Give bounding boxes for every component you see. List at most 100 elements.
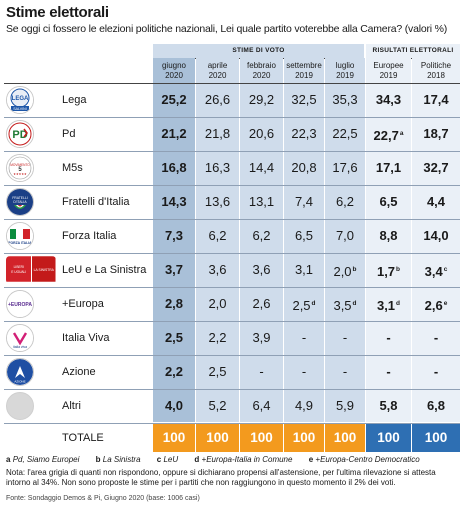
value-cell: 2,2 <box>196 330 239 346</box>
footnote-e: e +Europa-Centro Democratico <box>308 455 420 464</box>
value-text: 18,7 <box>423 126 449 141</box>
value-cell: 17,1 <box>366 160 411 176</box>
value-cell: 16,3 <box>196 160 239 176</box>
svg-text:5: 5 <box>18 167 22 173</box>
m5s-logo: MOVIMENTO 5 ★★★★★ <box>6 154 34 182</box>
value-text: 16,3 <box>204 160 231 175</box>
value-cell: 3,1d <box>366 296 411 313</box>
value-cell: 17,4 <box>412 92 460 108</box>
total-value: 100 <box>412 424 460 452</box>
value-text: 5,8 <box>379 398 398 413</box>
value-text: 25,2 <box>161 92 187 107</box>
value-cell: 6,8 <box>412 398 460 414</box>
svg-text:SALVINI: SALVINI <box>13 107 27 111</box>
value-cell: 3,4c <box>412 262 460 279</box>
column-header: febbraio 2020 <box>247 61 276 80</box>
italia-viva-logo: italia viva <box>6 324 34 352</box>
value-cell: 2,5 <box>153 330 195 346</box>
value-cell: - <box>284 330 324 346</box>
value-cell: 32,5 <box>284 92 324 108</box>
row-divider <box>4 219 460 220</box>
footnote-mark: d <box>311 300 316 307</box>
value-cell: 2,5d <box>284 296 324 313</box>
value-cell: 7,3 <box>153 228 195 244</box>
value-cell: 7,4 <box>284 194 324 210</box>
value-cell: 2,0 <box>196 296 239 312</box>
value-text: 2,5 <box>164 330 184 345</box>
column-background <box>153 58 195 422</box>
value-cell: 6,5 <box>366 194 411 210</box>
value-text: 3,6 <box>208 262 227 277</box>
group-header-risultati: RISULTATI ELETTORALI <box>366 44 460 59</box>
value-text: 21,2 <box>161 126 187 141</box>
svg-text:AZIONE: AZIONE <box>14 380 25 384</box>
page-title: Stime elettorali <box>6 4 109 21</box>
value-cell: 14,3 <box>153 194 195 210</box>
column-background <box>196 58 239 422</box>
altri-placeholder <box>6 392 34 420</box>
row-divider <box>4 117 460 118</box>
footnote-mark: d <box>396 300 401 307</box>
svg-text:LA SINISTRA: LA SINISTRA <box>34 268 55 272</box>
value-text: 22,3 <box>291 126 317 141</box>
value-text: 3,1 <box>376 298 396 313</box>
value-text: 17,4 <box>423 92 449 107</box>
value-cell: - <box>325 330 365 346</box>
value-cell: 5,8 <box>366 398 411 414</box>
row-divider <box>4 253 460 254</box>
value-text: 6,5 <box>379 194 398 209</box>
leu-logo: LIBERI E UGUALI LA SINISTRA <box>6 256 56 284</box>
footnote-mark: a <box>399 130 404 137</box>
page-subtitle: Se oggi ci fossero le elezioni politiche… <box>6 23 448 35</box>
value-text: 22,5 <box>332 126 358 141</box>
row-divider <box>4 423 460 424</box>
svg-text:★★★★★: ★★★★★ <box>13 172 27 176</box>
column-header: aprile 2020 <box>207 61 228 80</box>
footnote-b: b La Sinistra <box>95 455 141 464</box>
value-text: 7,0 <box>335 228 355 243</box>
value-cell: 35,3 <box>325 92 365 108</box>
total-value: 100 <box>196 424 239 452</box>
party-name: Pd <box>62 128 76 140</box>
value-cell: 4,4 <box>412 194 460 210</box>
value-cell: 6,4 <box>240 398 283 414</box>
value-text: 35,3 <box>332 92 358 107</box>
value-text: - <box>259 364 264 379</box>
party-name: Fratelli d'Italia <box>62 196 130 208</box>
total-value: 100 <box>325 424 365 452</box>
value-cell: 4,9 <box>284 398 324 414</box>
value-cell: 13,6 <box>196 194 239 210</box>
value-cell: 3,6 <box>240 262 283 278</box>
footnote-mark: b <box>352 266 357 273</box>
value-text: - <box>433 330 439 345</box>
lega-logo: LEGA SALVINI <box>6 86 34 114</box>
value-text: 4,4 <box>426 194 446 209</box>
value-cell: 5,9 <box>325 398 365 414</box>
party-name: Altri <box>62 400 81 412</box>
value-text: 3,9 <box>252 330 271 345</box>
value-cell: - <box>325 364 365 380</box>
column-header: settembre 2019 <box>286 61 322 80</box>
value-text: 3,5 <box>333 298 352 313</box>
value-text: 20,8 <box>291 160 317 175</box>
total-label: TOTALE <box>62 432 104 444</box>
value-text: 14,3 <box>161 194 187 209</box>
column-header: Politiche 2018 <box>420 61 452 80</box>
value-text: 4,9 <box>294 398 314 413</box>
value-text: 2,2 <box>208 330 227 345</box>
value-text: 4,0 <box>164 398 184 413</box>
total-value: 100 <box>153 424 195 452</box>
value-cell: - <box>412 364 460 380</box>
party-name: LeU e La Sinistra <box>62 264 147 276</box>
value-text: 2,5 <box>208 364 227 379</box>
value-text: 3,4 <box>424 264 443 279</box>
footnote-mark: c <box>443 266 448 273</box>
value-cell: - <box>366 364 411 380</box>
column-header: giugno 2020 <box>161 61 187 80</box>
fi-logo: FORZA ITALIA <box>6 222 34 250</box>
footnotes: a Pd, Siamo Europei b La Sinistra c LeU … <box>6 455 434 464</box>
total-value: 100 <box>284 424 324 452</box>
value-text: 6,8 <box>426 398 446 413</box>
value-cell: 21,2 <box>153 126 195 142</box>
footnote-d: d +Europa-Italia in Comune <box>194 455 293 464</box>
